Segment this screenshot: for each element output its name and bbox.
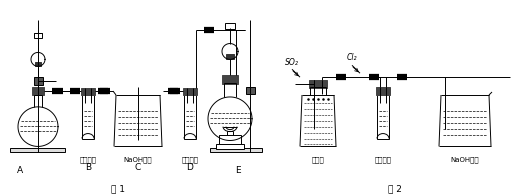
Text: 品红溶液: 品红溶液	[181, 156, 199, 163]
Bar	[222, 75, 238, 84]
Bar	[183, 88, 197, 95]
Text: B: B	[85, 163, 91, 172]
Text: NaOH溶液: NaOH溶液	[124, 156, 152, 163]
Text: Cl₂: Cl₂	[347, 53, 357, 62]
Bar	[226, 54, 234, 59]
Text: A: A	[17, 166, 23, 175]
Bar	[184, 95, 196, 138]
Text: C: C	[135, 163, 141, 172]
Bar	[216, 144, 244, 149]
Bar	[210, 148, 262, 152]
Text: D: D	[187, 163, 193, 172]
Bar	[32, 87, 44, 95]
Bar	[377, 95, 389, 138]
Text: NaOH溶液: NaOH溶液	[451, 156, 479, 163]
Bar	[10, 148, 65, 152]
Bar	[82, 95, 94, 138]
Text: 液硫酸: 液硫酸	[311, 156, 324, 163]
Text: 图 2: 图 2	[388, 184, 402, 193]
Text: E: E	[235, 166, 241, 175]
Bar	[376, 87, 390, 95]
Text: SO₂: SO₂	[285, 58, 299, 67]
Bar	[246, 87, 255, 94]
Bar	[309, 80, 327, 88]
Bar	[219, 135, 241, 144]
Bar	[225, 23, 235, 29]
Bar	[81, 88, 95, 95]
Text: 品红溶液: 品红溶液	[374, 156, 392, 163]
Bar	[34, 77, 43, 85]
Text: 品红溶液: 品红溶液	[80, 156, 97, 163]
Bar	[35, 62, 41, 66]
Bar	[34, 33, 42, 38]
Text: 图 1: 图 1	[111, 184, 125, 193]
